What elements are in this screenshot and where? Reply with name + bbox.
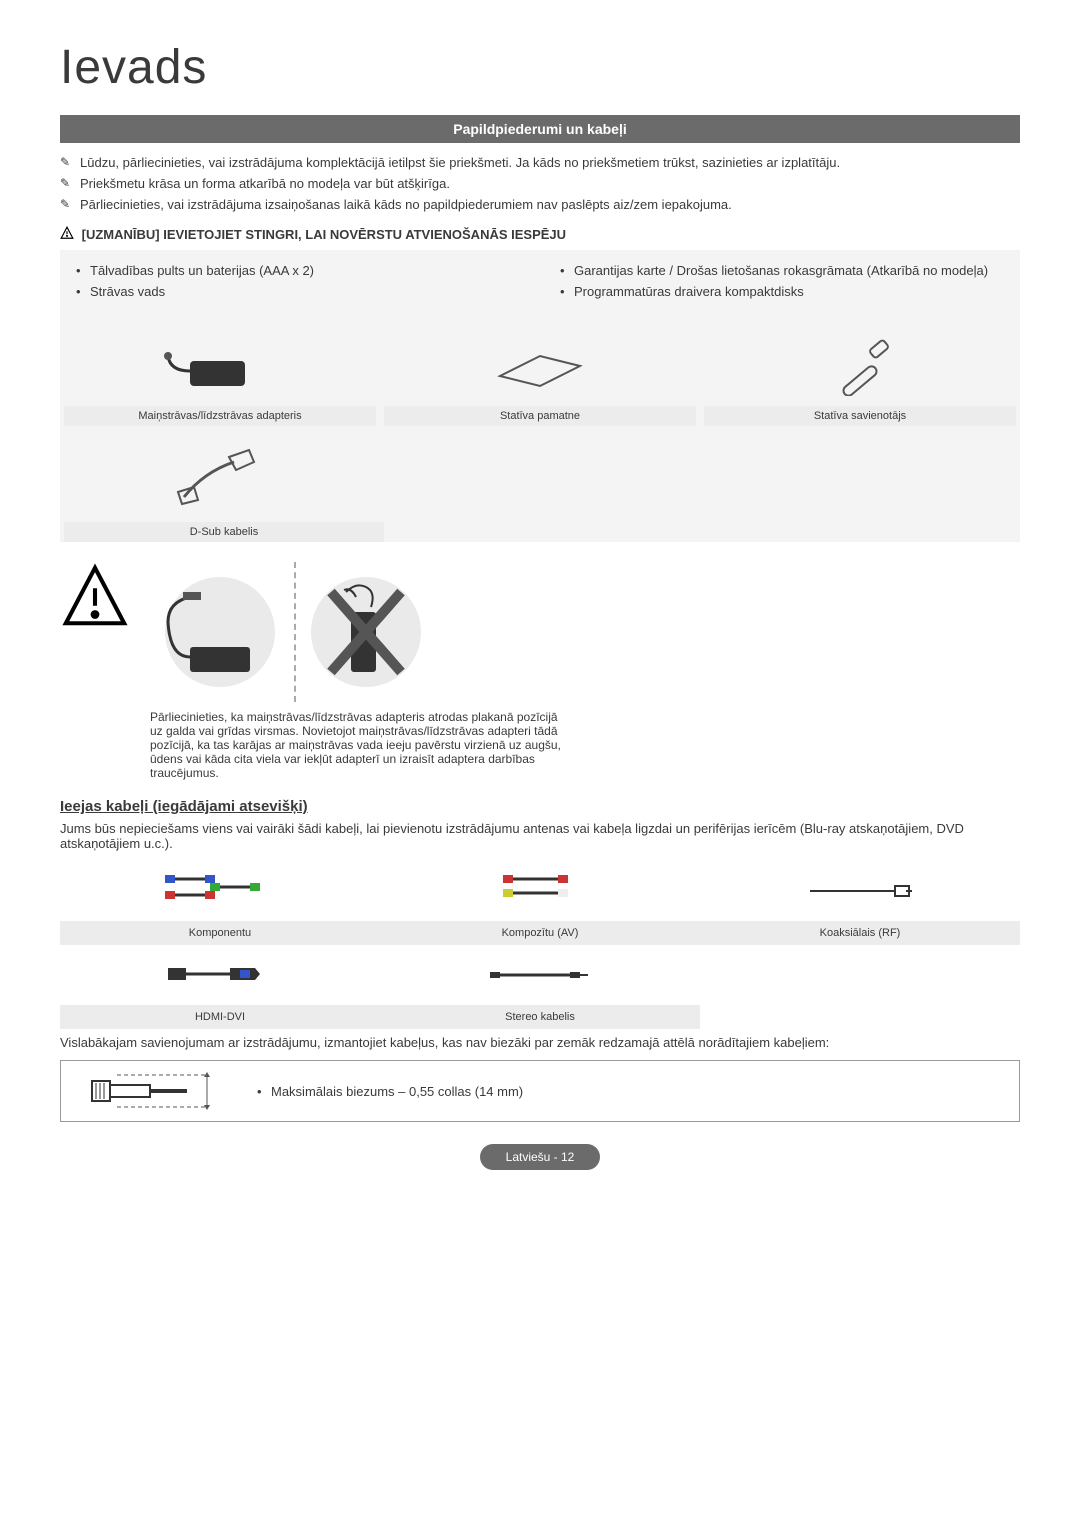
input-cables-heading: Ieejas kabeļi (iegādājami atsevišķi) (60, 798, 1020, 815)
stand-base-label: Statīva pamatne (384, 406, 696, 426)
accessory-row-1: Maiņstrāvas/līdzstrāvas adapteris Statīv… (60, 316, 1020, 432)
adapter-label: Maiņstrāvas/līdzstrāvas adapteris (64, 406, 376, 426)
component-cable-image (60, 861, 380, 921)
note-1: Lūdzu, pārliecinieties, vai izstrādājuma… (60, 155, 1020, 170)
input-cables-body: Jums būs nepieciešams viens vai vairāki … (60, 821, 1020, 851)
warning-heading-text: [UZMANĪBU] IEVIETOJIET STINGRI, LAI NOVĒ… (82, 227, 566, 242)
stand-base-image (384, 326, 696, 406)
stand-connector-label: Statīva savienotājs (704, 406, 1016, 426)
page-number-badge: Latviešu - 12 (480, 1144, 601, 1170)
coaxial-label: Koaksiālais (RF) (700, 921, 1020, 945)
thickness-box: Maksimālais biezums – 0,55 collas (14 mm… (60, 1060, 1020, 1122)
included-items-list: Tālvadības pults un baterijas (AAA x 2) … (60, 250, 1020, 316)
stand-connector-image (704, 326, 1016, 406)
cable-grid: Komponentu Kompozītu (AV) Koaksiālais (R… (60, 861, 1020, 1029)
thickness-value: Maksimālais biezums – 0,55 collas (14 mm… (257, 1084, 523, 1099)
hdmi-dvi-cable-image (60, 945, 380, 1005)
cable-thickness-image (77, 1071, 227, 1111)
stereo-cable-label: Stereo kabelis (380, 1005, 700, 1029)
warning-triangle-large-icon (60, 562, 130, 632)
accessory-row-2: D-Sub kabelis (60, 432, 1020, 542)
composite-label: Kompozītu (AV) (380, 921, 700, 945)
included-item: Garantijas karte / Drošas lietošanas rok… (560, 260, 1004, 281)
adapter-position-warning: Pārliecinieties, ka maiņstrāvas/līdzstrā… (60, 562, 1020, 780)
included-item: Strāvas vads (76, 281, 520, 302)
page-footer: Latviešu - 12 (60, 1148, 1020, 1164)
note-2: Priekšmetu krāsa un forma atkarībā no mo… (60, 176, 1020, 191)
dsub-cable-image (64, 442, 384, 522)
hdmi-dvi-label: HDMI-DVI (60, 1005, 380, 1029)
adapter-image (64, 326, 376, 406)
page-title: Ievads (60, 40, 1020, 95)
adapter-wrong-image (294, 562, 436, 702)
component-label: Komponentu (60, 921, 380, 945)
adapter-correct-image (150, 562, 290, 702)
warning-triangle-icon (60, 226, 74, 240)
dsub-cable-label: D-Sub kabelis (64, 522, 384, 542)
warning-heading: [UZMANĪBU] IEVIETOJIET STINGRI, LAI NOVĒ… (60, 226, 1020, 242)
stereo-cable-image (380, 945, 700, 1005)
thickness-intro: Vislabākajam savienojumam ar izstrādājum… (60, 1035, 1020, 1050)
included-item: Tālvadības pults un baterijas (AAA x 2) (76, 260, 520, 281)
adapter-warning-text: Pārliecinieties, ka maiņstrāvas/līdzstrā… (150, 710, 570, 780)
section-title: Papildpiederumi un kabeļi (60, 115, 1020, 143)
note-3: Pārliecinieties, vai izstrādājuma izsaiņ… (60, 197, 1020, 212)
composite-cable-image (380, 861, 700, 921)
included-item: Programmatūras draivera kompaktdisks (560, 281, 1004, 302)
coaxial-cable-image (700, 861, 1020, 921)
